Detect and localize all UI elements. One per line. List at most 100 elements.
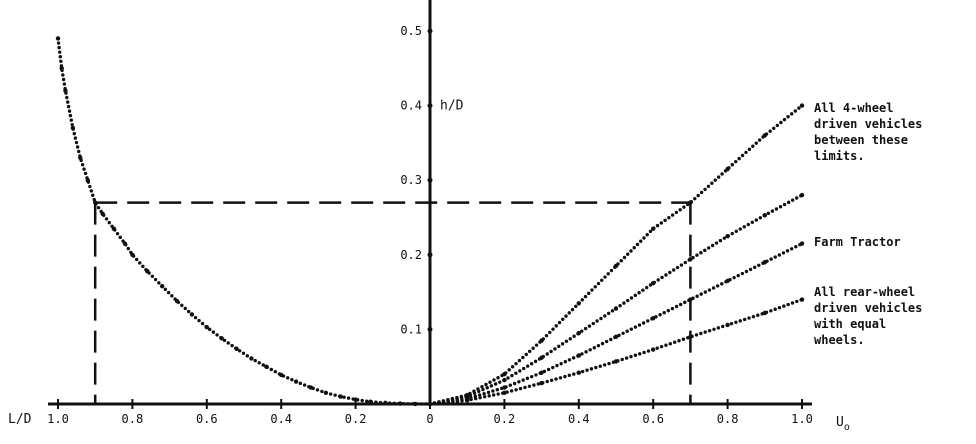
series-dot bbox=[170, 294, 174, 298]
series-dot bbox=[563, 374, 567, 379]
series-dot bbox=[594, 365, 598, 370]
series-dot bbox=[472, 391, 477, 395]
series-dot bbox=[534, 373, 538, 377]
data-point bbox=[725, 166, 730, 172]
series-dot bbox=[485, 386, 489, 390]
series-dot bbox=[659, 344, 664, 349]
series-dot bbox=[510, 365, 515, 369]
series-dot bbox=[595, 319, 599, 323]
series-dot bbox=[587, 291, 591, 296]
series-dot bbox=[637, 323, 642, 327]
series-dot bbox=[734, 229, 738, 233]
series-dot bbox=[732, 275, 736, 280]
series-dot bbox=[790, 301, 795, 305]
series-dot bbox=[712, 327, 716, 331]
data-point bbox=[145, 269, 150, 274]
series-dot bbox=[545, 379, 549, 384]
series-dot bbox=[73, 136, 78, 140]
series-dot bbox=[667, 216, 671, 220]
data-point bbox=[279, 372, 284, 378]
series-dot bbox=[617, 333, 621, 338]
x-left-axis-label: L/D bbox=[8, 412, 32, 427]
data-point bbox=[189, 312, 195, 317]
series-dot bbox=[641, 321, 646, 325]
series-dot bbox=[703, 248, 707, 253]
series-dot bbox=[790, 198, 795, 202]
series-dot bbox=[629, 296, 634, 300]
series-dot bbox=[596, 343, 601, 348]
x-right-tick-label: 0.8 bbox=[717, 412, 739, 426]
series-dot bbox=[524, 352, 528, 357]
series-dot bbox=[432, 401, 437, 406]
data-point bbox=[412, 401, 418, 407]
data-point bbox=[613, 359, 619, 364]
series-dot bbox=[115, 231, 120, 236]
data-point bbox=[762, 310, 767, 316]
series-dot bbox=[648, 229, 653, 234]
series-dot bbox=[91, 193, 95, 197]
series-dot bbox=[590, 288, 594, 292]
series-dot bbox=[374, 400, 378, 404]
series-dot bbox=[561, 317, 565, 322]
series-dot bbox=[596, 281, 601, 286]
data-point bbox=[85, 178, 90, 183]
series-dot bbox=[655, 346, 659, 350]
series-dot bbox=[567, 373, 572, 378]
data-point bbox=[59, 66, 64, 71]
series-dot bbox=[208, 327, 212, 332]
series-dot bbox=[496, 376, 500, 380]
series-dot bbox=[437, 401, 441, 405]
series-dot bbox=[699, 251, 703, 255]
series-dot bbox=[789, 112, 794, 116]
series-dot bbox=[420, 402, 424, 406]
series-dot bbox=[328, 392, 333, 396]
series-dot bbox=[107, 220, 111, 225]
series-dot bbox=[592, 346, 597, 350]
data-point bbox=[576, 330, 581, 336]
series bbox=[55, 36, 805, 407]
series-dot bbox=[707, 288, 712, 292]
series-dot bbox=[695, 294, 699, 298]
series-dot bbox=[607, 361, 611, 366]
x-right-axis-label-subscript: o bbox=[844, 422, 850, 433]
series-dot bbox=[619, 259, 623, 263]
series-dot bbox=[150, 274, 155, 279]
series-dot bbox=[493, 382, 498, 386]
series-dot bbox=[533, 359, 538, 364]
series-dot bbox=[523, 385, 527, 390]
series-dot bbox=[622, 255, 627, 260]
series-dot bbox=[793, 109, 797, 113]
series-dot bbox=[510, 373, 514, 378]
data-point bbox=[465, 398, 470, 403]
series-dot bbox=[517, 380, 521, 384]
series-dot bbox=[567, 358, 572, 362]
series-dot bbox=[795, 299, 799, 304]
series-dot bbox=[559, 361, 563, 366]
series-dot bbox=[599, 316, 603, 321]
y-tick-mark bbox=[427, 326, 433, 332]
series-dot bbox=[564, 314, 568, 318]
series-dot bbox=[658, 313, 662, 317]
series-dot bbox=[738, 227, 742, 231]
series-lower-4wd-limit bbox=[427, 192, 805, 407]
series-dot bbox=[677, 339, 681, 343]
series-dot bbox=[406, 402, 410, 406]
series-dot bbox=[521, 355, 525, 360]
series-dot bbox=[797, 106, 801, 110]
series-dot bbox=[83, 171, 88, 176]
data-point bbox=[70, 125, 76, 131]
series-dot bbox=[638, 352, 642, 356]
series-dot bbox=[609, 268, 614, 273]
series-dot bbox=[772, 126, 776, 130]
series-dot bbox=[554, 324, 558, 328]
series-dot bbox=[703, 290, 708, 294]
data-point bbox=[651, 226, 656, 231]
series-dot bbox=[583, 294, 588, 299]
data-point bbox=[100, 211, 105, 216]
series-dot bbox=[622, 301, 626, 305]
annot-tractor: Farm Tractor bbox=[814, 235, 901, 249]
series-dot bbox=[734, 320, 738, 324]
series-dot bbox=[551, 365, 555, 370]
series-dot bbox=[668, 342, 673, 346]
series-dot bbox=[180, 303, 184, 308]
